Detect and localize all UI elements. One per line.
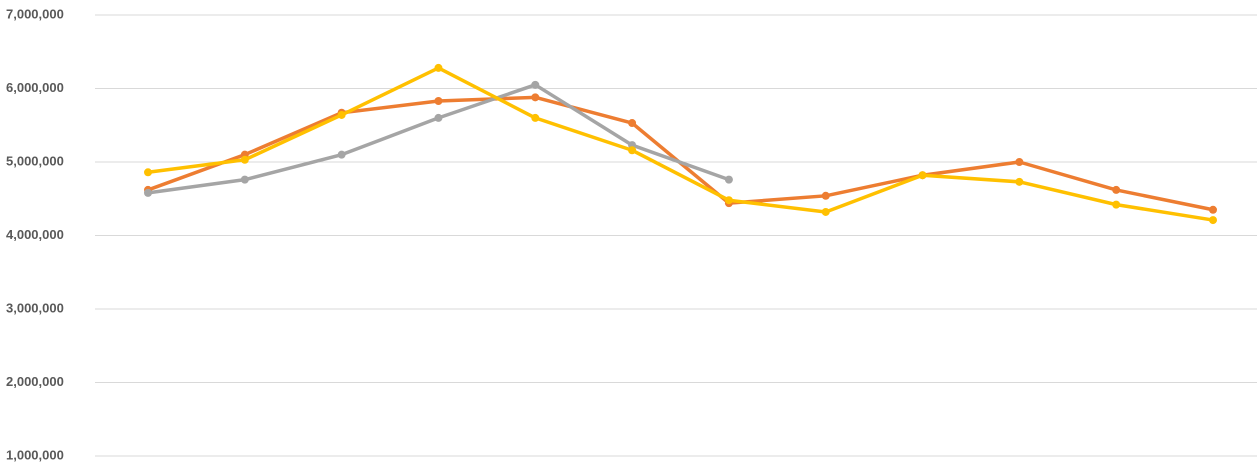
point: [144, 188, 152, 197]
point: [1112, 200, 1121, 209]
point: [240, 155, 249, 164]
point: [821, 191, 830, 200]
y-tick-label: 4,000,000: [6, 227, 64, 242]
point: [144, 168, 152, 177]
point: [1112, 185, 1121, 194]
point: [337, 150, 346, 159]
y-tick-label: 5,000,000: [6, 153, 64, 168]
point: [531, 113, 540, 122]
point: [724, 175, 733, 184]
series-line: [147, 95, 1214, 212]
series-line: [147, 66, 1214, 222]
point: [434, 113, 443, 122]
point: [240, 175, 249, 184]
y-tick-label: 3,000,000: [6, 300, 64, 315]
point: [628, 119, 637, 128]
point: [724, 196, 733, 205]
point: [337, 110, 346, 119]
point: [821, 207, 830, 216]
y-tick-label: 1,000,000: [6, 447, 64, 462]
y-tick-label: 6,000,000: [6, 80, 64, 95]
point: [434, 96, 443, 105]
point: [918, 171, 927, 180]
y-tick-label: 2,000,000: [6, 374, 64, 389]
point: [1015, 158, 1024, 166]
point: [434, 63, 443, 72]
point: [1015, 177, 1024, 186]
y-tick-label: 7,000,000: [6, 6, 64, 21]
point: [531, 80, 540, 89]
point: [1209, 205, 1217, 214]
point: [531, 93, 540, 102]
point: [628, 146, 637, 155]
point: [1209, 216, 1217, 225]
